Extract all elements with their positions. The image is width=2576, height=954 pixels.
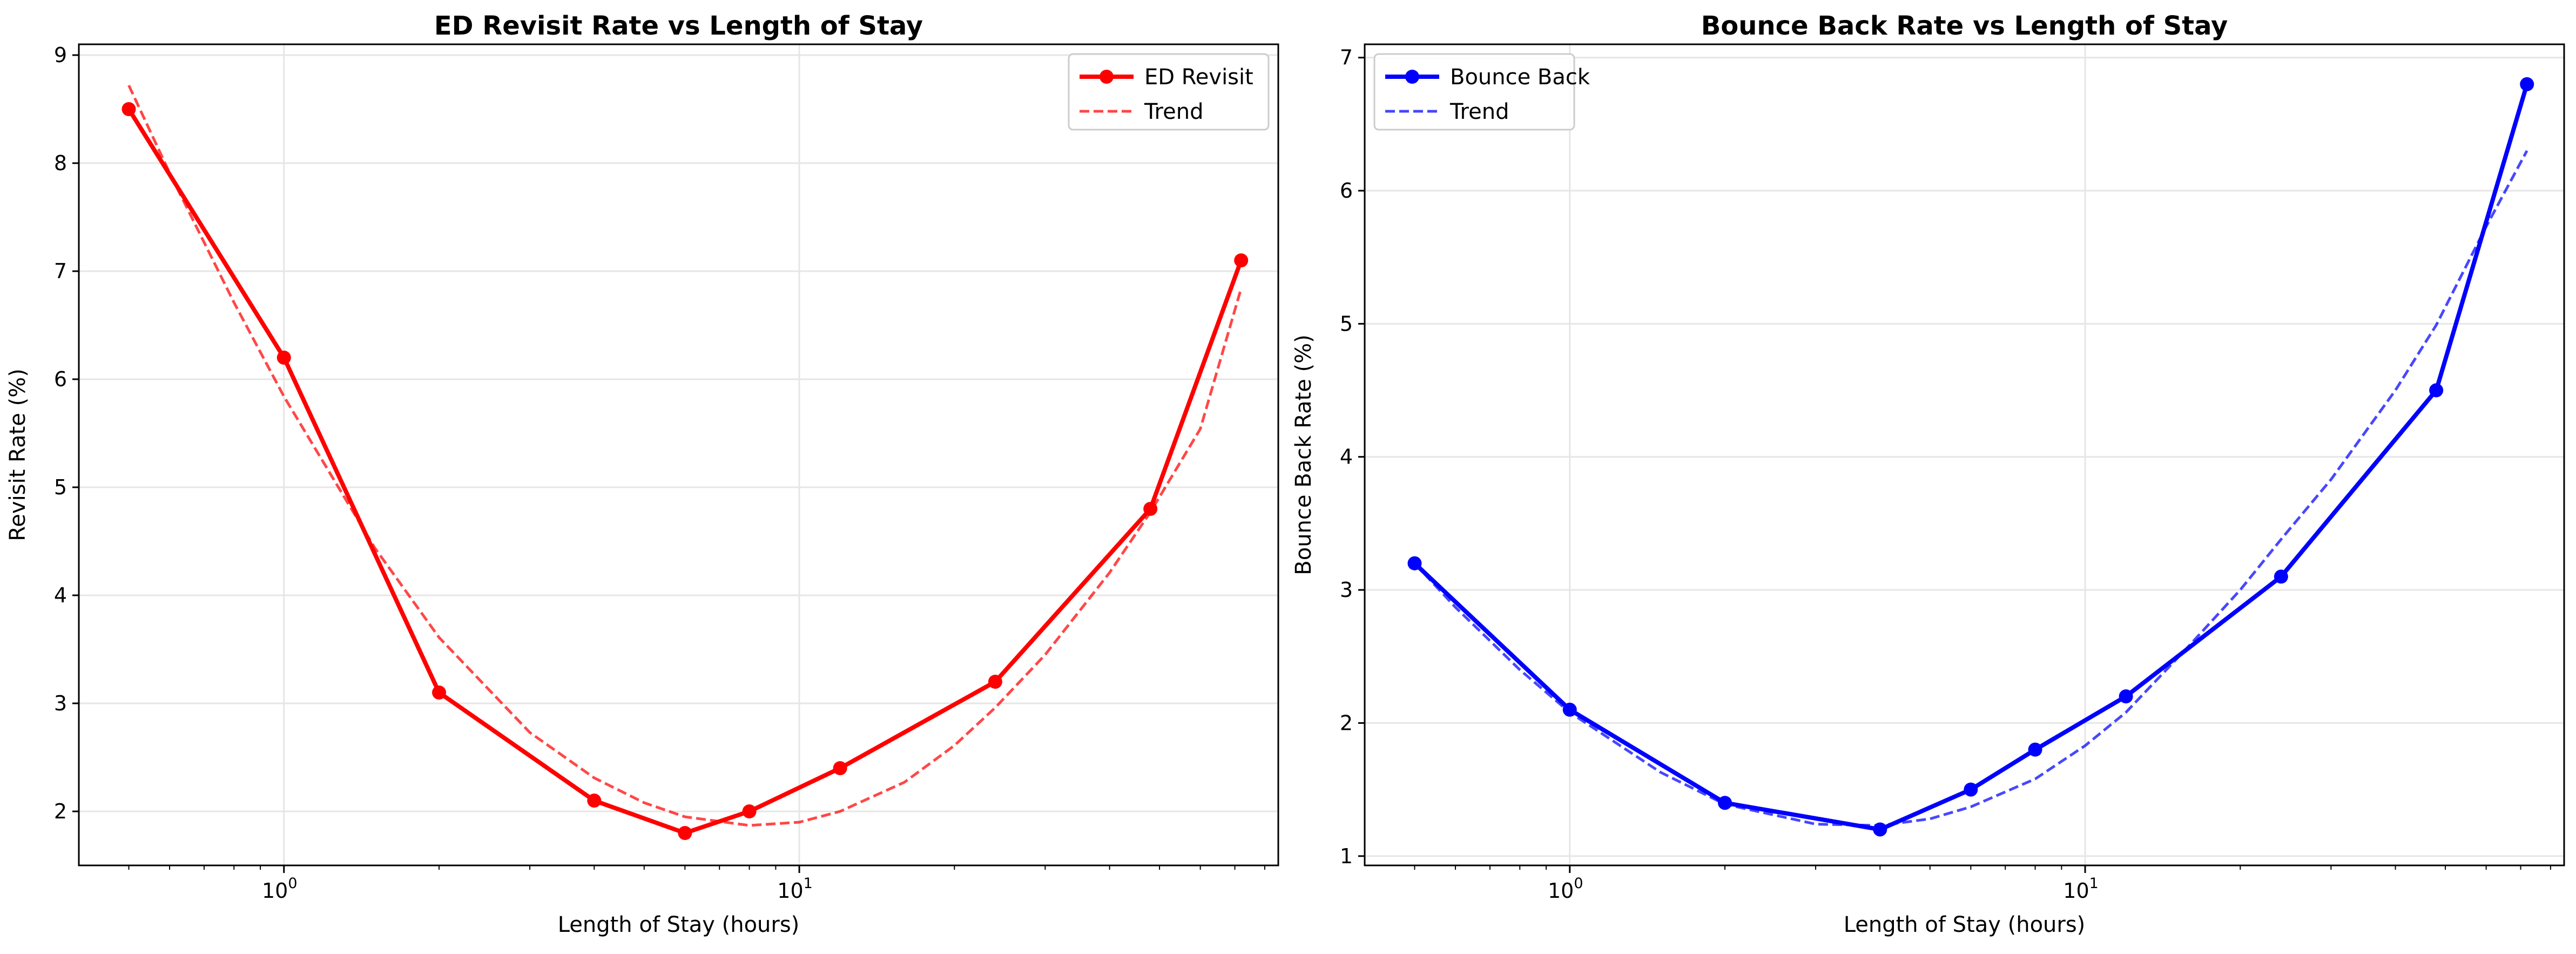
y-tick-label: 2: [1340, 711, 1353, 735]
series-trend-line: [1413, 150, 2528, 827]
data-point: [988, 675, 1002, 689]
data-point: [833, 761, 847, 775]
y-tick-label: 3: [1340, 578, 1353, 602]
y-tick-label: 5: [54, 475, 67, 499]
axes-frame: [78, 43, 1279, 866]
y-tick-label: 2: [54, 800, 67, 823]
x-tick-base: 10: [777, 879, 803, 903]
data-point: [277, 351, 291, 365]
x-tick-label: 101: [777, 875, 813, 903]
x-axis-label: Length of Stay (hours): [1844, 912, 2086, 937]
chart-title: ED Revisit Rate vs Length of Stay: [434, 11, 923, 41]
x-tick-exponent: 1: [2089, 875, 2099, 892]
x-tick-exponent: 0: [288, 875, 297, 892]
legend: ED Revisit Trend: [1068, 53, 1270, 131]
chart-title: Bounce Back Rate vs Length of Stay: [1701, 11, 2228, 41]
x-tick-label: 100: [1548, 875, 1583, 903]
x-tick-base: 10: [2063, 879, 2089, 903]
y-tick-label: 5: [1340, 312, 1353, 335]
legend-swatch-marker: [1100, 70, 1114, 84]
y-tick-label: 8: [54, 151, 67, 175]
data-point: [678, 826, 692, 840]
x-tick-base: 10: [262, 879, 288, 903]
legend-label: ED Revisit: [1144, 65, 1253, 90]
x-tick-base: 10: [1548, 879, 1574, 903]
data-point: [587, 794, 602, 808]
data-point: [2274, 569, 2288, 584]
y-tick-label: 4: [1340, 445, 1353, 469]
y-tick-label: 7: [1340, 46, 1353, 70]
axes-frame: [1364, 43, 2565, 866]
x-tick-exponent: 1: [804, 875, 813, 892]
data-point: [1562, 702, 1577, 717]
legend-swatch-marker: [1405, 70, 1419, 84]
legend-label: Trend: [1144, 99, 1203, 124]
legend-label: Bounce Back: [1450, 65, 1590, 90]
series-line: [1413, 83, 2530, 832]
y-tick-label: 4: [54, 583, 67, 607]
data-point: [432, 686, 447, 700]
data-point: [2028, 742, 2042, 757]
data-point: [2520, 77, 2534, 91]
data-point: [2429, 383, 2444, 398]
legend-box: [1373, 53, 1575, 131]
x-axis-label: Length of Stay (hours): [558, 912, 800, 937]
legend-label: Trend: [1449, 99, 1509, 124]
grid: [1365, 44, 2564, 865]
data-point: [1964, 782, 1978, 797]
y-tick-label: 6: [1340, 179, 1353, 203]
data-point: [122, 102, 136, 116]
data-point: [1234, 253, 1249, 267]
y-tick-label: 1: [1340, 844, 1353, 868]
y-tick-label: 7: [54, 259, 67, 283]
y-axis-label: Revisit Rate (%): [5, 368, 30, 541]
series-trend-line: [127, 84, 1243, 827]
y-tick-label: 9: [54, 43, 67, 67]
data-point: [2119, 689, 2133, 704]
x-tick-exponent: 0: [1574, 875, 1583, 892]
legend: Bounce Back Trend: [1373, 53, 1590, 131]
y-axis-label: Bounce Back Rate (%): [1291, 334, 1316, 575]
grid: [79, 44, 1278, 865]
series-line: [127, 108, 1243, 835]
y-tick-label: 3: [54, 691, 67, 715]
x-tick-label: 100: [262, 875, 298, 903]
data-point: [742, 804, 757, 818]
y-tick-label: 6: [54, 367, 67, 391]
legend-box: [1068, 53, 1270, 131]
x-tick-label: 101: [2063, 875, 2099, 903]
